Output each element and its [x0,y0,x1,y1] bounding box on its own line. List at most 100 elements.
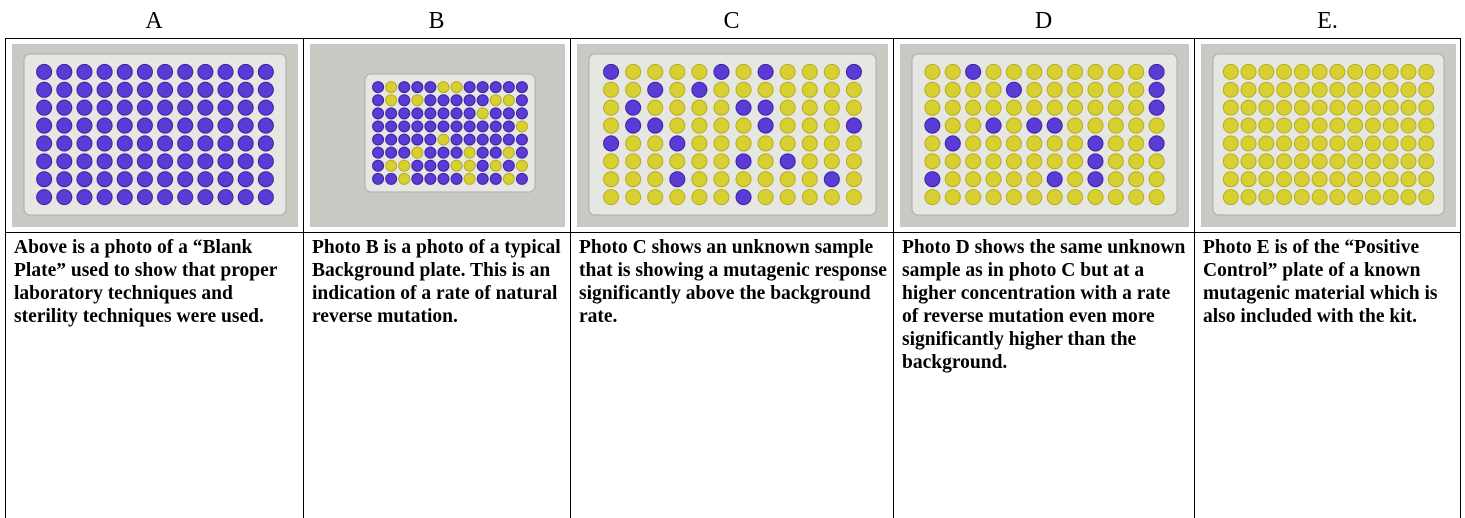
well [96,135,113,152]
well [1148,171,1165,188]
well [1418,171,1435,188]
well [1067,99,1084,116]
well [845,99,862,116]
well [136,171,153,188]
well [669,117,686,134]
well [476,133,489,146]
well [489,94,502,107]
well [944,81,961,98]
well [757,117,774,134]
well [136,153,153,170]
well [779,153,796,170]
well [757,99,774,116]
well [1347,81,1364,98]
well [603,189,620,206]
well [1311,63,1328,80]
well [76,99,93,116]
well [450,172,463,185]
well [1222,135,1239,152]
well [372,107,385,120]
well [476,172,489,185]
well [257,99,274,116]
well [1400,63,1417,80]
well [385,81,398,94]
well [713,63,730,80]
well [669,189,686,206]
well [398,172,411,185]
well [1400,99,1417,116]
well [845,153,862,170]
well [177,117,194,134]
well [96,171,113,188]
well [845,189,862,206]
well [603,153,620,170]
well [1418,99,1435,116]
well [1258,153,1275,170]
well [463,159,476,172]
well [502,146,515,159]
well [463,94,476,107]
well [1329,171,1346,188]
photo-cell [570,38,893,233]
well [36,99,53,116]
well [450,146,463,159]
well [177,63,194,80]
well [257,117,274,134]
well [1382,63,1399,80]
well [1148,189,1165,206]
well [1311,99,1328,116]
well [76,117,93,134]
well [985,171,1002,188]
well [1046,63,1063,80]
well [257,81,274,98]
well [1382,153,1399,170]
well [603,171,620,188]
well [476,81,489,94]
well [502,159,515,172]
well [965,63,982,80]
well [450,133,463,146]
well [944,153,961,170]
well [437,146,450,159]
well [1258,171,1275,188]
well [823,153,840,170]
well [1364,99,1381,116]
well [647,117,664,134]
well [1148,81,1165,98]
well [385,107,398,120]
well [691,81,708,98]
well [713,153,730,170]
well [1329,63,1346,80]
well [735,117,752,134]
well [1418,153,1435,170]
well [56,153,73,170]
well [1240,135,1257,152]
well [1087,117,1104,134]
well [1222,189,1239,206]
well [1400,135,1417,152]
well [1258,63,1275,80]
well [965,99,982,116]
well [1311,171,1328,188]
well [944,99,961,116]
well [965,135,982,152]
well [1087,189,1104,206]
well [1382,81,1399,98]
well [237,153,254,170]
well [801,99,818,116]
well [1364,153,1381,170]
well [157,99,174,116]
well [385,146,398,159]
well [845,117,862,134]
well [515,146,528,159]
well [924,135,941,152]
well [1026,153,1043,170]
well [985,189,1002,206]
well [385,172,398,185]
well [965,153,982,170]
well [36,153,53,170]
well [56,63,73,80]
well [1293,81,1310,98]
well [1240,99,1257,116]
well [1026,135,1043,152]
